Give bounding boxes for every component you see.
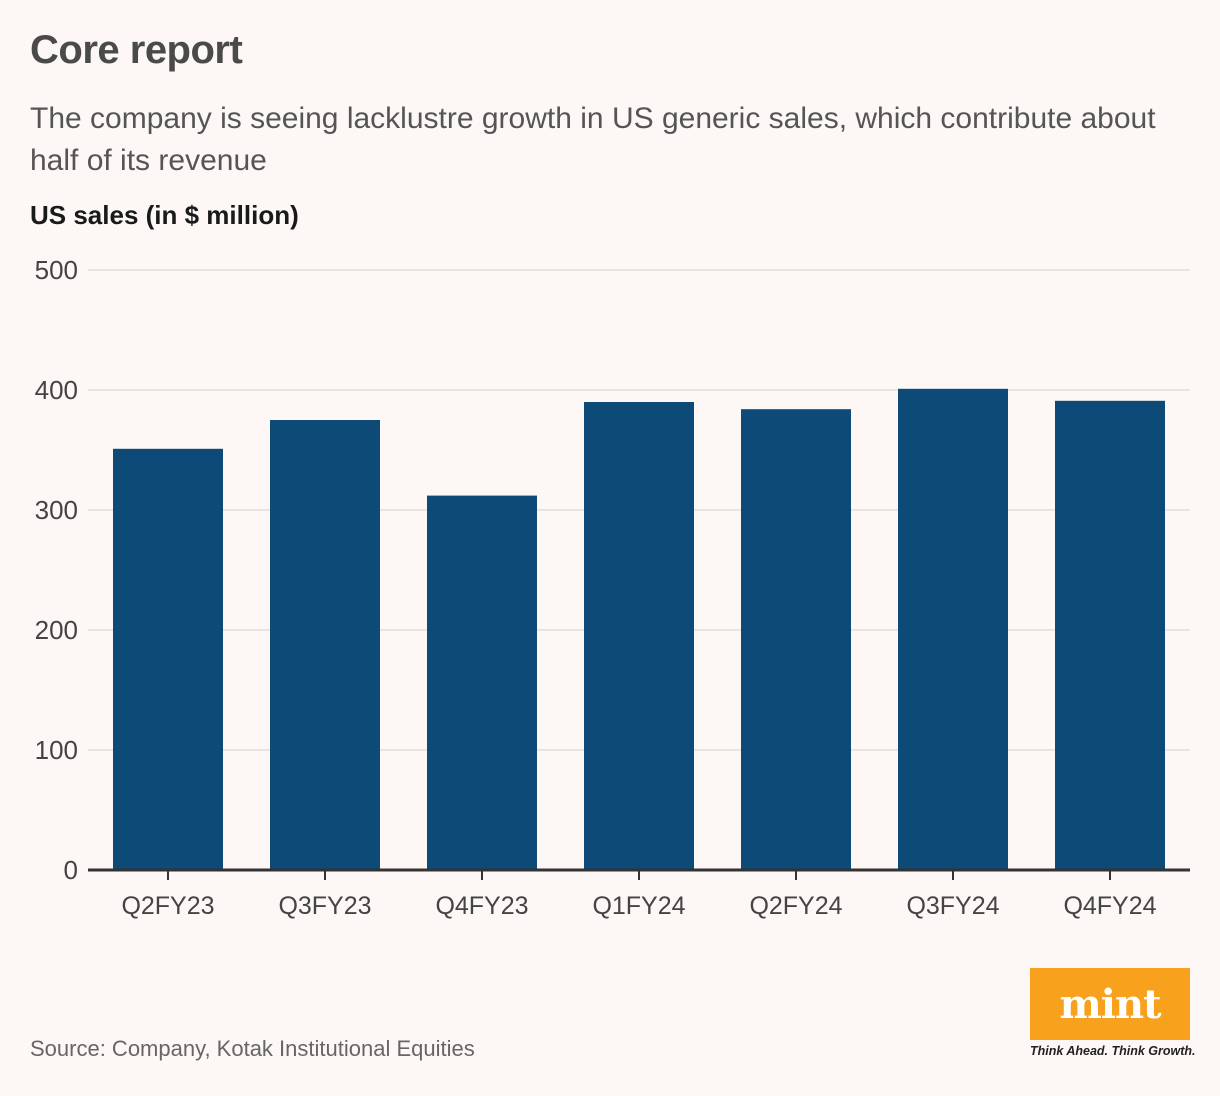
source-note: Source: Company, Kotak Institutional Equ… [30,1036,475,1061]
x-tick-label: Q4FY24 [1063,892,1156,920]
x-tick-labels: Q2FY23 Q3FY23 Q4FY23 Q1FY24 Q2FY24 Q3FY24 Q4FY… [121,892,1156,920]
logo-tagline: Think Ahead. Think Growth. [1030,1044,1196,1058]
bar-q2fy24 [741,409,851,870]
logo-text: mint [1059,980,1161,1028]
bar-q1fy24 [584,402,694,870]
chart-title: Core report [30,28,243,72]
bars [113,388,1165,870]
bar-q4fy24 [1055,400,1165,870]
x-tick-label: Q1FY24 [592,892,685,920]
chart-subtitle: The company is seeing lacklustre growth … [30,102,1156,177]
y-axis-label: US sales (in $ million) [30,200,299,230]
bar-chart: 0 100 200 300 400 500 Q2FY23 Q3FY23 Q4FY23 Q1FY2… [35,255,1190,920]
bar-q4fy23 [427,495,537,870]
x-tick-label: Q2FY23 [121,892,214,920]
mint-logo: mint [1030,968,1190,1040]
x-tick-label: Q4FY23 [435,892,528,920]
x-tick-label: Q3FY24 [906,892,999,920]
x-tick-label: Q3FY23 [278,892,371,920]
y-tick-labels: 0 100 200 300 400 500 [35,255,78,885]
bar-q3fy23 [270,420,380,870]
y-tick-label: 400 [35,375,78,405]
x-tick-label: Q2FY24 [749,892,842,920]
y-tick-label: 500 [35,255,78,285]
y-tick-label: 300 [35,495,78,525]
bar-q3fy24 [898,388,1008,870]
x-tick-marks [167,870,1111,880]
y-tick-label: 100 [35,735,78,765]
y-tick-label: 200 [35,615,78,645]
y-tick-label: 0 [64,855,78,885]
bar-q2fy23 [113,448,223,870]
